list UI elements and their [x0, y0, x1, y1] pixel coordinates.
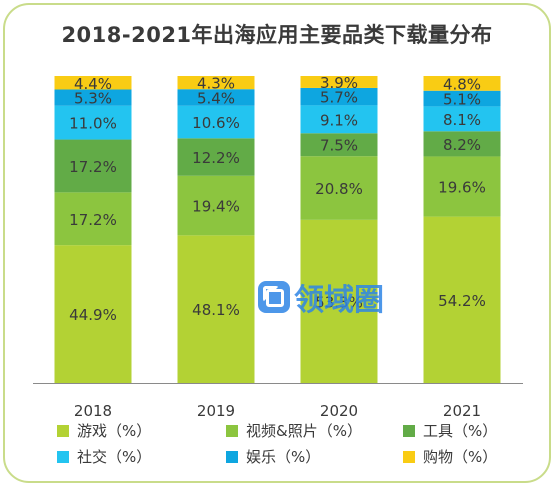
legend-swatch: [403, 424, 415, 437]
x-tick-label-2019: 2019: [197, 402, 235, 420]
bar-segment-2020-1: [300, 156, 378, 220]
bar-segment-2021-5: [423, 76, 501, 91]
data-label-2019-1: 19.4%: [192, 198, 240, 216]
data-label-2020-0: 53.3%: [315, 293, 363, 311]
legend-item-3: 社交（%）: [57, 446, 151, 467]
legend-swatch: [226, 424, 238, 437]
data-label-2021-2: 8.2%: [443, 136, 481, 154]
bar-segment-2018-4: [54, 89, 132, 106]
data-label-2021-4: 5.1%: [443, 91, 481, 109]
legend-label: 社交（%）: [77, 448, 152, 466]
legend-swatch: [57, 450, 69, 463]
legend-label: 视频&照片（%）: [246, 422, 362, 440]
bar-segment-2021-1: [423, 156, 501, 217]
legend-item-0: 游戏（%）: [57, 420, 151, 441]
data-label-2018-1: 17.2%: [69, 211, 117, 229]
bar-segment-2018-2: [54, 139, 132, 193]
data-label-2019-5: 4.3%: [197, 75, 235, 93]
bar-segment-2019-3: [177, 105, 255, 139]
data-label-2018-3: 11.0%: [69, 115, 117, 133]
data-label-2018-2: 17.2%: [69, 158, 117, 176]
legend-item-5: 购物（%）: [403, 446, 497, 467]
bar-segment-2020-4: [300, 87, 378, 106]
bar-segment-2018-5: [54, 76, 132, 90]
data-label-2020-5: 3.9%: [320, 74, 358, 92]
data-label-2021-1: 19.6%: [438, 179, 486, 197]
bar-segment-2018-0: [54, 245, 132, 383]
chart-title: 2018-2021年出海应用主要品类下载量分布: [61, 23, 493, 47]
bar-segment-2020-2: [300, 133, 378, 157]
data-label-2021-3: 8.1%: [443, 111, 481, 129]
bar-segment-2021-0: [423, 216, 501, 383]
x-tick-label-2021: 2021: [443, 402, 481, 420]
bar-segment-2020-5: [300, 76, 378, 88]
data-label-2021-0: 54.2%: [438, 292, 486, 310]
data-label-2019-3: 10.6%: [192, 114, 240, 132]
legend-item-4: 娱乐（%）: [226, 446, 320, 467]
bar-segment-2019-2: [177, 138, 255, 176]
legend-label: 购物（%）: [423, 448, 498, 466]
data-label-2020-1: 20.8%: [315, 180, 363, 198]
data-label-2020-3: 9.1%: [320, 111, 358, 129]
bar-segment-2019-4: [177, 89, 255, 106]
x-tick-label-2020: 2020: [320, 402, 358, 420]
data-label-2019-4: 5.4%: [197, 89, 235, 107]
legend-swatch: [57, 424, 69, 437]
bar-segment-2018-1: [54, 192, 132, 246]
data-label-2019-2: 12.2%: [192, 149, 240, 167]
legend-label: 游戏（%）: [77, 422, 152, 440]
legend-item-1: 视频&照片（%）: [226, 420, 362, 441]
bar-segment-2019-5: [177, 76, 255, 90]
bar-segment-2021-4: [423, 90, 501, 107]
legend-swatch: [403, 450, 415, 463]
box-logo-icon: [258, 281, 290, 313]
bar-segment-2018-3: [54, 105, 132, 140]
legend-swatch: [226, 450, 238, 463]
data-label-2018-0: 44.9%: [69, 306, 117, 324]
bar-segment-2019-1: [177, 175, 255, 236]
data-label-2018-5: 4.4%: [74, 75, 112, 93]
data-label-2018-4: 5.3%: [74, 90, 112, 108]
bar-segment-2019-0: [177, 235, 255, 383]
legend-label: 娱乐（%）: [246, 448, 321, 466]
data-label-2020-4: 5.7%: [320, 89, 358, 107]
x-tick-label-2018: 2018: [74, 402, 112, 420]
bar-segment-2021-2: [423, 131, 501, 157]
data-label-2019-0: 48.1%: [192, 301, 240, 319]
bar-segment-2021-3: [423, 106, 501, 132]
bar-segment-2020-0: [300, 219, 378, 383]
watermark-text: 领域圈: [294, 283, 384, 318]
data-label-2021-5: 4.8%: [443, 75, 481, 93]
legend-item-2: 工具（%）: [403, 420, 497, 441]
watermark: 领域圈: [258, 275, 384, 319]
legend-label: 工具（%）: [423, 422, 498, 440]
bar-segment-2020-3: [300, 105, 378, 134]
data-label-2020-2: 7.5%: [320, 137, 358, 155]
